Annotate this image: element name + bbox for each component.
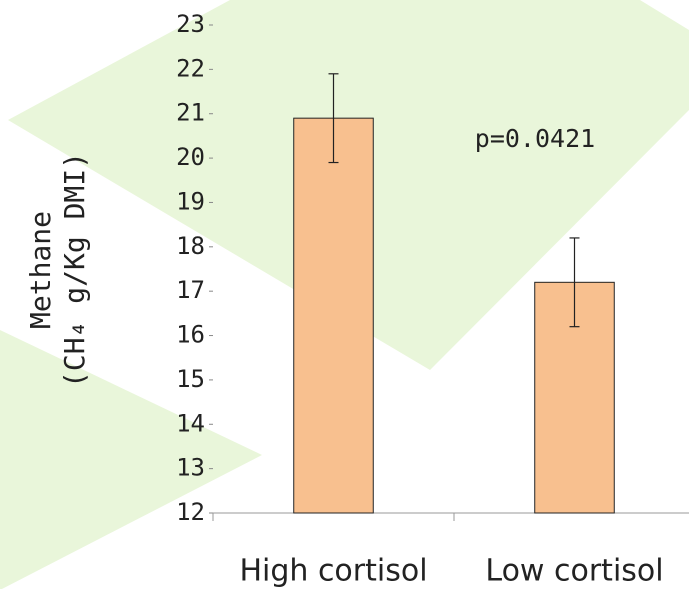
y-tick-label: 16 bbox=[176, 321, 205, 349]
bar bbox=[294, 118, 374, 513]
y-tick-label: 12 bbox=[176, 498, 205, 526]
x-tick-label: High cortisol bbox=[239, 554, 427, 589]
y-tick-label: 21 bbox=[176, 99, 205, 127]
y-tick-label: 23 bbox=[176, 10, 205, 38]
y-axis-label: Methane bbox=[24, 211, 57, 329]
y-tick-label: 20 bbox=[176, 143, 205, 171]
chart: Methane (CH₄ g/Kg DMI) p=0.0421 12 13 14 15… bbox=[0, 0, 689, 589]
y-tick-label: 19 bbox=[176, 187, 205, 215]
y-tick-label: 17 bbox=[176, 276, 205, 304]
y-tick-label: 18 bbox=[176, 232, 205, 260]
annotation: p=0.0421 bbox=[475, 124, 595, 153]
y-tick-label: 13 bbox=[176, 454, 205, 482]
y-axis-label: (CH₄ g/Kg DMI) bbox=[58, 152, 91, 388]
y-tick-label: 15 bbox=[176, 365, 205, 393]
background-shape bbox=[0, 330, 262, 589]
y-tick-label: 14 bbox=[176, 409, 205, 437]
x-tick-label: Low cortisol bbox=[485, 554, 663, 589]
y-tick-label: 22 bbox=[176, 54, 205, 82]
page: Methane (CH₄ g/Kg DMI) p=0.0421 12 13 14 15… bbox=[0, 0, 689, 589]
